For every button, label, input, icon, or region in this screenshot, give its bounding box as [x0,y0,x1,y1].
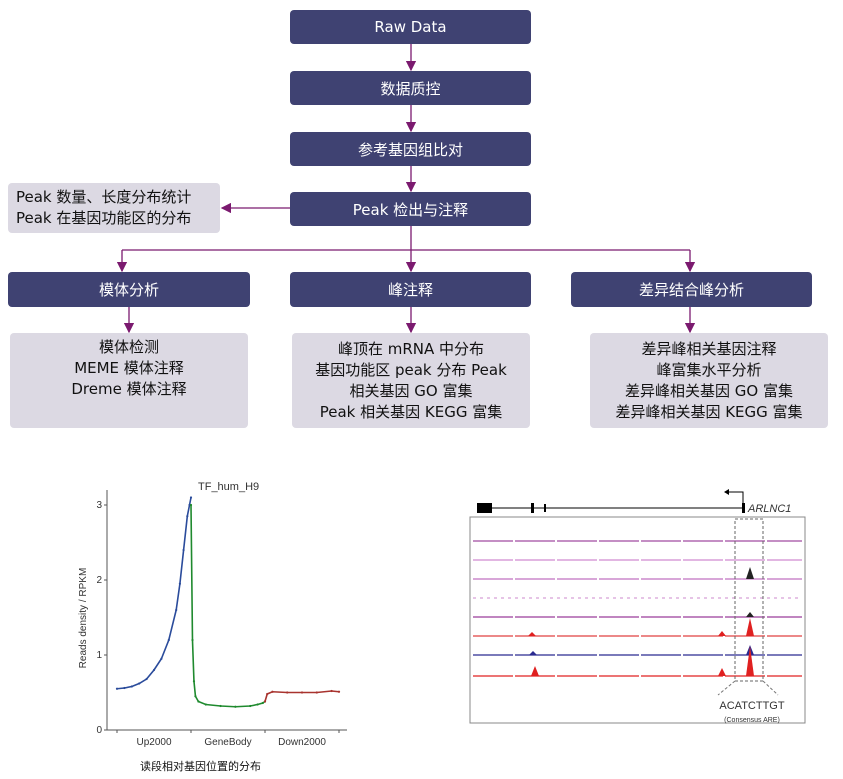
x-tick-label: Up2000 [136,737,171,748]
peak-label: Peak 检出与注释 [352,200,469,219]
data-point [167,638,170,642]
data-point [194,695,197,698]
peak-stats-line: Peak 在基因功能区的分布 [16,209,192,227]
raw-data-box: Raw Data [290,10,531,44]
data-point [130,685,133,688]
diff-peak-box: 差异结合峰分析 [571,272,812,307]
x-tick-label: Down2000 [278,737,326,748]
data-point [315,691,318,694]
signal-peak [529,651,537,655]
y-axis-label: Reads density / RPKM [78,568,89,669]
diff-peak-title: 差异结合峰分析 [638,281,744,299]
data-point [175,608,178,612]
qc-label: 数据质控 [380,79,441,98]
list-item: MEME 模体注释 [74,359,184,377]
data-point [261,701,264,705]
align-box: 参考基因组比对 [290,132,531,166]
motif-title: 模体分析 [98,281,159,299]
chart-title: TF_hum_H9 [198,481,259,493]
y-tick-label: 1 [96,650,102,661]
data-point [186,515,189,518]
peak-stats-box: Peak 数量、长度分布统计 Peak 在基因功能区的分布 [8,183,220,233]
peak-annot-items: 峰顶在 mRNA 中分布 基因功能区 peak 分布 Peak 相关基因 GO … [292,333,530,428]
peak-stats-line: Peak 数量、长度分布统计 [16,188,192,206]
data-point [263,700,267,703]
x-tick-label: GeneBody [204,737,251,748]
peak-annot-box: 峰注释 [290,272,531,307]
data-point [115,687,119,690]
motif-note: (Consensus ARE) [724,717,780,724]
signal-peak [746,567,754,579]
raw-data-label: Raw Data [374,18,447,36]
data-point [189,503,193,507]
data-point [286,691,289,694]
data-point [249,704,252,708]
chart-caption: 读段相对基因位置的分布 [140,760,261,773]
data-point [234,705,237,708]
y-tick-label: 0 [96,725,102,736]
motif-box: 模体分析 [8,272,250,307]
signal-peak [746,618,754,636]
data-point [178,582,181,585]
data-point [337,690,341,693]
peak-annot-title: 峰注释 [387,281,433,299]
data-point [191,638,194,642]
data-point [300,691,304,694]
signal-peak [746,612,754,617]
data-point [182,548,185,552]
tss-arrow-icon [726,491,744,503]
signal-peak [528,632,536,636]
track-panel [469,516,806,724]
data-point [256,703,259,706]
data-point [189,496,193,499]
data-point [152,668,156,672]
diff-peak-items: 差异峰相关基因注释 峰富集水平分析 差异峰相关基因 GO 富集 差异峰相关基因 … [590,333,828,428]
gene-name: ARLNC1 [747,503,791,515]
list-item: 模体检测 [98,338,159,356]
data-point [219,704,222,708]
list-item: 峰富集水平分析 [656,360,762,379]
qc-box: 数据质控 [290,71,531,105]
data-point [271,690,274,693]
motif-sequence: ACATCTTGT [719,700,784,712]
list-item: 差异峰相关基因注释 [641,339,777,358]
data-point [123,686,126,690]
data-point [204,703,207,706]
list-item: 相关基因 GO 富集 [349,381,473,400]
signal-peak [718,668,726,676]
data-point [145,677,148,681]
data-point [266,692,269,696]
list-item: 差异峰相关基因 KEGG 富集 [615,402,803,421]
list-item: Peak 相关基因 KEGG 富集 [319,402,503,421]
series-line-Up2000 [116,497,192,690]
list-item: 差异峰相关基因 GO 富集 [625,381,793,400]
y-tick-label: 2 [96,575,102,586]
align-label: 参考基因组比对 [357,140,463,159]
data-point [192,680,196,683]
data-point [138,682,141,685]
y-tick-label: 3 [96,500,102,511]
peak-box: Peak 检出与注释 [290,192,531,226]
list-item: 基因功能区 peak 分布 Peak [315,360,507,379]
data-point [330,689,333,693]
list-item: Dreme 模体注释 [71,380,187,398]
list-item: 峰顶在 mRNA 中分布 [337,339,485,358]
signal-peak [531,666,539,676]
data-point [197,700,200,703]
motif-items: 模体检测 MEME 模体注释 Dreme 模体注释 [10,333,248,428]
signal-peak [746,646,754,676]
data-point [160,657,163,660]
signal-peak [718,631,726,636]
gene-model [477,489,745,513]
